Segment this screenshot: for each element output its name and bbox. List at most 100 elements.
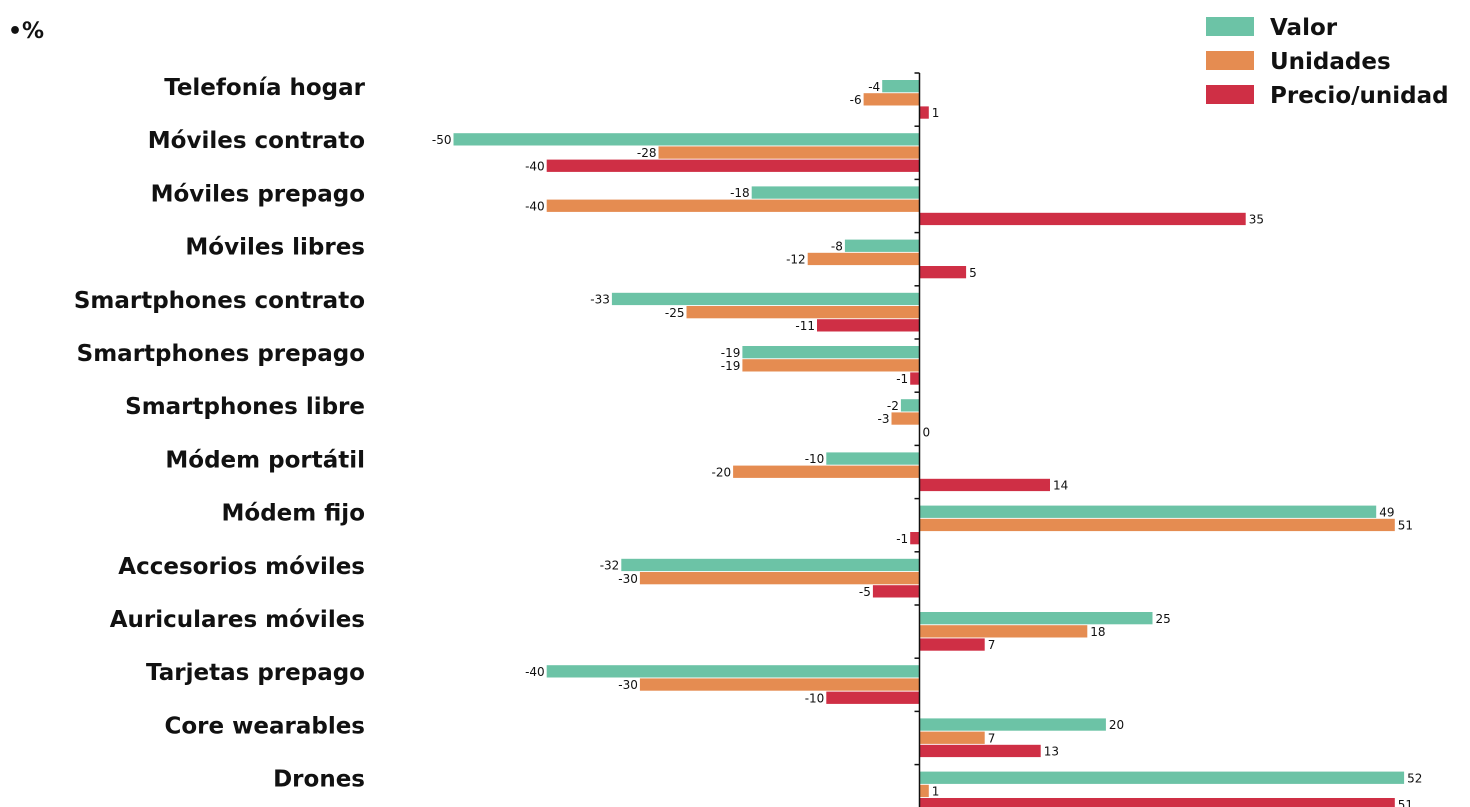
bar-precio-unidad: [919, 798, 1395, 807]
legend-label: Unidades: [1270, 49, 1391, 75]
bar-valor: [453, 133, 920, 146]
data-label: -32: [600, 559, 620, 573]
category-label: Drones: [273, 767, 365, 793]
category-label: Accesorios móviles: [118, 554, 365, 580]
legend-label: Precio/unidad: [1270, 83, 1449, 109]
category-label: Telefonía hogar: [164, 75, 365, 101]
bar-valor: [844, 239, 920, 252]
data-label: 7: [988, 638, 996, 652]
data-label: -4: [868, 80, 880, 94]
bar-valor: [900, 399, 920, 412]
category-label: Smartphones prepago: [77, 341, 365, 367]
data-label: -5: [859, 585, 871, 599]
data-label: 18: [1090, 625, 1105, 639]
data-label: 0: [923, 425, 931, 439]
data-label: -11: [795, 319, 815, 333]
bar-precio-unidad: [817, 319, 920, 332]
data-label: -18: [730, 186, 750, 200]
bar-precio-unidad: [910, 532, 920, 545]
data-label: 51: [1398, 798, 1413, 807]
category-label: Smartphones contrato: [74, 288, 365, 314]
legend-label: Valor: [1270, 15, 1338, 41]
bar-precio-unidad: [826, 691, 920, 704]
category-label: Módem portátil: [165, 447, 365, 473]
bar-unidades: [742, 359, 920, 372]
data-label: -19: [721, 346, 741, 360]
bar-unidades: [807, 252, 920, 266]
bar-unidades: [891, 412, 920, 425]
data-label: 14: [1053, 479, 1068, 493]
data-label: -20: [711, 465, 731, 479]
data-label: -40: [525, 159, 545, 173]
bar-valor: [919, 505, 1377, 518]
data-label: -10: [805, 452, 825, 466]
bar-valor: [611, 292, 920, 306]
bar-valor: [919, 612, 1153, 625]
data-label: 5: [969, 266, 977, 280]
data-label: 1: [932, 785, 940, 799]
data-label: 35: [1249, 213, 1264, 227]
bar-valor: [621, 558, 920, 572]
category-label: Móviles contrato: [148, 128, 365, 154]
bar-valor: [742, 346, 920, 359]
bar-unidades: [639, 678, 920, 691]
data-label: 13: [1044, 745, 1059, 759]
data-label: -50: [432, 133, 452, 147]
data-label: 20: [1109, 718, 1124, 732]
category-label: Móviles libres: [185, 235, 365, 261]
unit-label: •%: [8, 19, 44, 44]
data-label: -2: [887, 399, 899, 413]
bar-precio-unidad: [919, 744, 1041, 758]
legend-swatch: [1206, 85, 1254, 104]
bar-unidades: [919, 731, 985, 744]
bar-valor: [751, 186, 920, 199]
data-label: 49: [1379, 505, 1394, 519]
category-label: Core wearables: [165, 713, 366, 739]
bar-valor: [546, 665, 920, 678]
data-label: -30: [618, 572, 638, 586]
bar-valor: [882, 80, 920, 93]
data-label: -28: [637, 146, 657, 160]
data-label: 7: [988, 731, 996, 745]
bar-unidades: [639, 572, 920, 585]
category-label: Smartphones libre: [125, 394, 365, 420]
data-label: 52: [1407, 771, 1422, 785]
data-label: -25: [665, 306, 685, 320]
category-label: Auriculares móviles: [110, 607, 365, 633]
bar-unidades: [919, 625, 1088, 638]
bar-precio-unidad: [919, 212, 1246, 226]
data-label: -10: [805, 691, 825, 705]
data-label: -1: [896, 372, 908, 386]
bar-precio-unidad: [919, 638, 985, 651]
bar-precio-unidad: [910, 372, 920, 385]
bar-precio-unidad: [919, 106, 929, 119]
category-label: Módem fijo: [222, 501, 365, 527]
bar-unidades: [919, 518, 1395, 532]
data-label: -19: [721, 359, 741, 373]
bar-precio-unidad: [546, 159, 920, 172]
legend-swatch: [1206, 51, 1254, 70]
bar-precio-unidad: [919, 266, 967, 279]
bar-unidades: [658, 146, 920, 159]
data-label: -30: [618, 678, 638, 692]
bar-unidades: [686, 306, 920, 319]
data-label: -33: [590, 293, 610, 307]
bar-precio-unidad: [872, 585, 920, 598]
data-label: -1: [896, 532, 908, 546]
bar-unidades: [546, 199, 920, 212]
bar-precio-unidad: [919, 478, 1050, 492]
data-label: -40: [525, 199, 545, 213]
bar-unidades: [733, 465, 920, 478]
data-label: -3: [878, 412, 890, 426]
category-label: Tarjetas prepago: [146, 660, 365, 686]
data-label: 51: [1398, 519, 1413, 533]
data-label: -6: [850, 93, 862, 107]
bar-unidades: [863, 93, 920, 106]
data-label: 1: [932, 106, 940, 120]
data-label: 25: [1156, 612, 1171, 626]
legend-swatch: [1206, 17, 1254, 36]
bar-valor: [919, 718, 1106, 731]
data-label: -40: [525, 665, 545, 679]
bar-valor: [826, 452, 920, 465]
